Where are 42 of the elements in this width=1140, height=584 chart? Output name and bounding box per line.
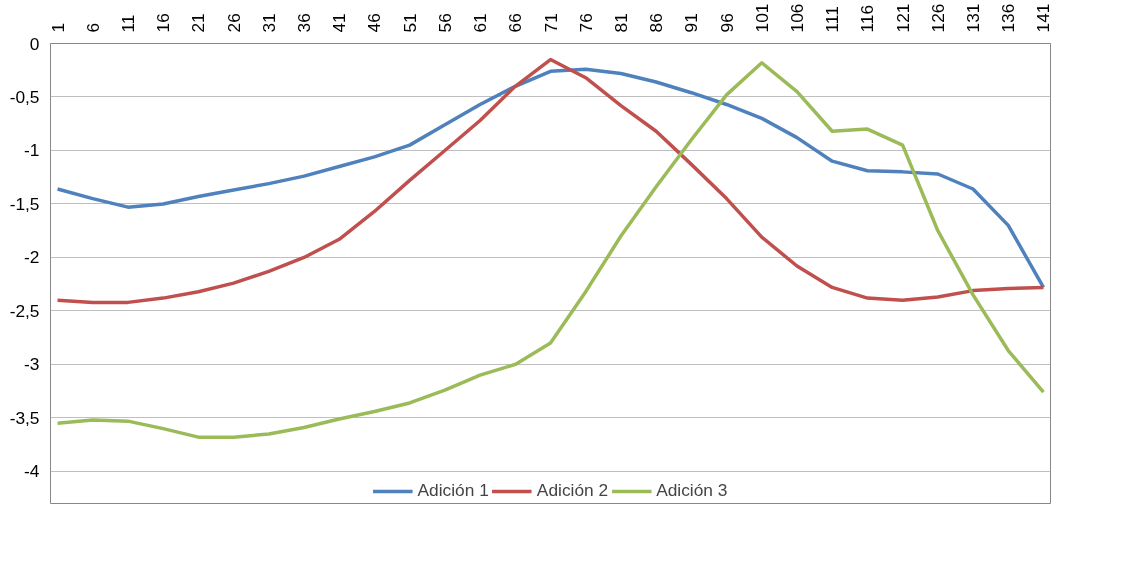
x-tick-label: 86 <box>646 13 667 33</box>
x-tick-label: 31 <box>258 13 279 33</box>
y-tick-label: -1,5 <box>9 193 40 214</box>
x-tick-label: 21 <box>188 13 209 33</box>
x-tick-label: 41 <box>329 13 350 33</box>
x-tick-label: 111 <box>822 6 843 33</box>
x-tick-label: 6 <box>82 22 103 33</box>
y-tick-label: -2,5 <box>9 300 40 321</box>
x-tick-label: 26 <box>223 13 244 33</box>
legend-label: Adición 1 <box>417 480 489 501</box>
x-tick-label: 126 <box>927 3 948 33</box>
x-tick-label: 1 <box>47 22 68 33</box>
x-tick-label: 91 <box>681 13 702 33</box>
legend-label: Adición 3 <box>656 480 728 501</box>
x-tick-label: 16 <box>153 13 174 33</box>
x-tick-label: 136 <box>998 3 1019 33</box>
y-tick-label: -3 <box>24 354 40 375</box>
x-tick-label: 71 <box>540 13 561 33</box>
x-tick-label: 81 <box>610 13 631 33</box>
x-tick-label: 51 <box>399 13 420 33</box>
x-tick-label: 46 <box>364 13 385 33</box>
x-tick-label: 66 <box>505 13 526 33</box>
y-tick-label: 0 <box>29 33 40 54</box>
y-tick-label: -4 <box>24 461 40 482</box>
y-tick-label: -0,5 <box>9 86 40 107</box>
x-tick-label: 131 <box>963 3 984 33</box>
y-tick-label: -3,5 <box>9 407 40 428</box>
x-tick-label: 36 <box>294 13 315 33</box>
line-series <box>55 61 1046 439</box>
x-tick-label: 106 <box>786 3 807 33</box>
x-tick-label: 56 <box>434 13 455 33</box>
x-tick-label: 96 <box>716 13 737 33</box>
x-tick-label: 101 <box>751 3 772 33</box>
y-tick-label: -1 <box>24 140 40 161</box>
x-tick-label: 116 <box>857 4 878 33</box>
y-tick-label: -2 <box>24 247 40 268</box>
x-tick-label: 11 <box>117 14 138 33</box>
legend-label: Adición 2 <box>536 480 609 501</box>
x-tick-label: 61 <box>470 13 491 33</box>
x-tick-label: 121 <box>892 3 913 33</box>
x-tick-label: 141 <box>1033 3 1054 33</box>
x-tick-label: 76 <box>575 13 596 33</box>
